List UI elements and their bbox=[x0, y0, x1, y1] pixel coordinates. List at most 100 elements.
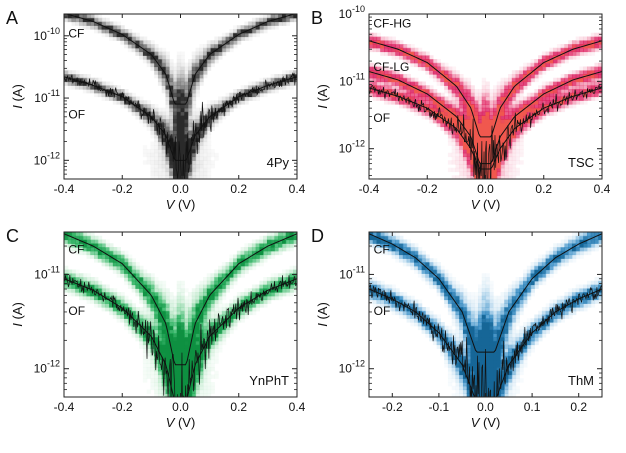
heatmap-cell bbox=[560, 74, 566, 79]
heatmap-cell bbox=[240, 262, 245, 267]
heatmap-cell bbox=[451, 355, 457, 361]
heatmap-cell bbox=[218, 115, 223, 120]
heatmap-cell bbox=[485, 284, 490, 289]
heatmap-cell bbox=[481, 115, 487, 120]
heatmap-cell bbox=[526, 352, 532, 357]
heatmap-cell bbox=[474, 337, 479, 342]
heatmap-cell bbox=[154, 149, 159, 154]
heatmap-cell bbox=[421, 310, 426, 316]
heatmap-cell bbox=[203, 175, 208, 179]
heatmap-cell bbox=[511, 89, 517, 94]
heatmap-cell bbox=[485, 280, 490, 286]
heatmap-cell bbox=[541, 333, 547, 338]
heatmap-cell bbox=[82, 288, 88, 293]
heatmap-cell bbox=[440, 66, 445, 71]
heatmap-cell bbox=[142, 348, 148, 353]
heatmap-cell bbox=[500, 89, 505, 94]
heatmap-cell bbox=[71, 17, 76, 23]
heatmap-cell bbox=[459, 81, 464, 86]
heatmap-cell bbox=[432, 337, 438, 342]
heatmap-cell bbox=[188, 77, 193, 83]
heatmap-cell bbox=[444, 359, 449, 364]
heatmap-cell bbox=[79, 25, 84, 30]
heatmap-cell bbox=[146, 104, 152, 109]
heatmap-cell bbox=[240, 100, 245, 105]
heatmap-cell bbox=[165, 318, 170, 323]
heatmap-cell bbox=[150, 145, 155, 150]
heatmap-cell bbox=[530, 66, 535, 71]
heatmap-cell bbox=[526, 70, 532, 75]
heatmap-cell bbox=[455, 160, 460, 165]
heatmap-cell bbox=[462, 149, 468, 154]
heatmap-cell bbox=[421, 329, 426, 334]
heatmap-cell bbox=[466, 119, 472, 124]
heatmap-cell bbox=[436, 119, 442, 124]
heatmap-cell bbox=[515, 104, 520, 109]
heatmap-cell bbox=[455, 382, 460, 387]
heatmap-cell bbox=[477, 374, 483, 379]
heatmap-cell bbox=[466, 295, 472, 301]
heatmap-cell bbox=[556, 44, 562, 49]
heatmap-cell bbox=[127, 47, 133, 53]
heatmap-cell bbox=[455, 164, 460, 169]
heatmap-cell bbox=[79, 85, 84, 90]
heatmap-cell bbox=[534, 284, 539, 289]
heatmap-cell bbox=[459, 367, 464, 372]
heatmap-cell bbox=[154, 337, 159, 342]
heatmap-cell bbox=[199, 130, 204, 135]
heatmap-cell bbox=[485, 367, 490, 372]
heatmap-cell bbox=[530, 119, 535, 124]
heatmap-cell bbox=[515, 329, 520, 334]
heatmap-cell bbox=[112, 292, 118, 297]
heatmap-cell bbox=[135, 314, 140, 319]
heatmap-cell bbox=[206, 44, 212, 49]
heatmap-cell bbox=[380, 284, 385, 289]
heatmap-cell bbox=[157, 107, 163, 113]
heatmap-cell bbox=[387, 307, 393, 312]
heatmap-cell bbox=[266, 295, 272, 301]
heatmap-cell bbox=[195, 149, 200, 154]
heatmap-cell bbox=[266, 81, 272, 86]
heatmap-cell bbox=[266, 250, 272, 256]
heatmap-cell bbox=[462, 374, 468, 379]
heatmap-cell bbox=[180, 107, 185, 113]
heatmap-cell bbox=[176, 303, 182, 308]
heatmap-cell bbox=[508, 337, 513, 342]
heatmap-cell bbox=[451, 85, 457, 90]
heatmap-cell bbox=[176, 77, 182, 83]
heatmap-cell bbox=[101, 85, 106, 90]
heatmap-cell bbox=[142, 295, 148, 301]
heatmap-cell bbox=[188, 393, 193, 397]
heatmap-cell bbox=[462, 389, 468, 394]
heatmap-cell bbox=[195, 310, 200, 316]
heatmap-cell bbox=[184, 111, 189, 116]
heatmap-cell bbox=[218, 277, 223, 282]
heatmap-cell bbox=[372, 299, 378, 304]
heatmap-cell bbox=[417, 254, 423, 259]
heatmap-cell bbox=[131, 262, 137, 267]
heatmap-cell bbox=[203, 119, 208, 124]
heatmap-cell bbox=[466, 340, 472, 346]
heatmap-cell bbox=[399, 47, 404, 53]
heatmap-cell bbox=[451, 134, 457, 139]
heatmap-cell bbox=[530, 107, 535, 113]
heatmap-cell bbox=[116, 265, 121, 271]
heatmap-cell bbox=[466, 152, 472, 158]
heatmap-cell bbox=[440, 100, 445, 105]
heatmap-cell bbox=[504, 160, 509, 165]
heatmap-cell bbox=[432, 89, 438, 94]
heatmap-cell bbox=[417, 62, 423, 68]
heatmap-cell bbox=[455, 370, 460, 376]
heatmap-cell bbox=[131, 277, 137, 282]
heatmap-cell bbox=[432, 104, 438, 109]
heatmap-cell bbox=[594, 62, 599, 68]
heatmap-cell bbox=[508, 382, 513, 387]
heatmap-cell bbox=[154, 299, 159, 304]
heatmap-cell bbox=[259, 303, 264, 308]
heatmap-cell bbox=[191, 59, 197, 64]
heatmap-cell bbox=[82, 81, 88, 86]
heatmap-cell bbox=[489, 303, 494, 308]
heatmap-cell bbox=[444, 337, 449, 342]
heatmap-cell bbox=[436, 292, 442, 297]
heatmap-cell bbox=[172, 134, 178, 139]
